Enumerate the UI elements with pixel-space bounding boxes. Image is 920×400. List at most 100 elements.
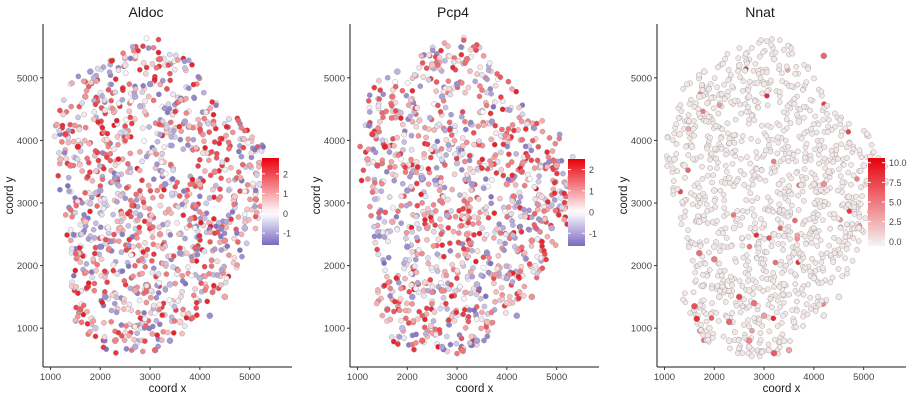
tissue-cell-point: [509, 172, 516, 179]
tissue-cell-point: [139, 125, 146, 131]
tissue-cell-point: [208, 149, 215, 155]
tissue-cell-point: [407, 97, 414, 103]
tissue-cell-point: [376, 96, 382, 102]
tissue-cell-point: [491, 280, 497, 287]
tissue-cell-point: [160, 77, 166, 84]
tissue-cell-point: [709, 219, 716, 225]
tissue-cell-point: [154, 187, 161, 194]
tissue-cell-point: [755, 104, 762, 111]
tissue-cell-point: [757, 75, 764, 81]
data-point: [221, 293, 229, 301]
tissue-cell-point: [467, 269, 474, 275]
tissue-cell-point: [256, 164, 262, 170]
tissue-cell-point: [447, 91, 454, 98]
tissue-cell-point: [780, 312, 786, 319]
tissue-cell-point: [479, 225, 485, 232]
tissue-cell-point: [526, 207, 532, 214]
tissue-cell-point: [509, 86, 515, 92]
tissue-cell-point: [463, 126, 469, 133]
x-tick-label: 5000: [546, 372, 567, 383]
tissue-cell-point: [398, 115, 404, 121]
x-tick-label: 3000: [139, 372, 160, 383]
tissue-cell-point: [517, 223, 524, 230]
data-point: [691, 303, 698, 310]
x-tick-label: 1000: [654, 372, 675, 383]
tissue-cell-point: [211, 139, 218, 145]
tissue-cell-point: [492, 99, 498, 105]
data-point: [483, 318, 491, 326]
tissue-cell-point: [448, 132, 455, 138]
data-point: [424, 224, 431, 232]
tissue-cell-point: [713, 155, 720, 162]
tissue-cell-point: [371, 84, 378, 91]
tissue-cell-point: [136, 242, 142, 249]
tissue-cell-point: [851, 211, 858, 217]
tissue-cell-point: [379, 137, 386, 144]
tissue-cell-point: [534, 201, 540, 207]
y-tick-label: 2000: [631, 261, 652, 272]
tissue-cell-point: [801, 198, 807, 204]
tissue-cell-point: [90, 75, 97, 81]
tissue-cell-point: [763, 268, 769, 275]
tissue-cell-point: [141, 138, 147, 144]
tissue-cell-point: [198, 280, 204, 286]
tissue-cell-point: [244, 206, 250, 213]
tissue-cell-point: [467, 196, 474, 203]
tissue-cell-point: [90, 226, 97, 233]
tissue-cell-point: [802, 264, 809, 271]
tissue-cell-point: [707, 165, 713, 171]
tissue-cell-point: [209, 289, 216, 296]
tissue-cell-point: [386, 194, 393, 200]
tissue-cell-point: [749, 328, 755, 334]
tissue-cell-point: [435, 102, 441, 109]
tissue-cell-point: [664, 134, 671, 141]
tissue-cell-point: [690, 156, 696, 162]
tissue-cell-point: [425, 255, 431, 261]
data-point: [381, 143, 389, 150]
tissue-cell-point: [399, 87, 406, 94]
tissue-cell-point: [539, 128, 546, 135]
tissue-cell-point: [447, 341, 454, 348]
tissue-cell-point: [171, 318, 178, 324]
data-point: [146, 80, 154, 88]
colorbar-tick-label: 7.5: [889, 178, 902, 188]
tissue-cell-point: [111, 109, 117, 116]
tissue-cell-point: [104, 137, 110, 143]
tissue-cell-point: [408, 132, 415, 139]
tissue-cell-point: [729, 310, 735, 316]
tissue-cell-point: [755, 240, 762, 247]
tissue-cell-point: [541, 216, 548, 222]
tissue-cell-point: [99, 299, 106, 306]
tissue-cell-point: [707, 134, 713, 141]
tissue-cell-point: [502, 240, 508, 247]
tissue-cell-point: [169, 190, 175, 197]
tissue-cell-point: [858, 201, 864, 207]
tissue-cell-point: [849, 258, 856, 264]
tissue-cell-point: [398, 220, 404, 226]
tissue-cell-point: [156, 301, 163, 308]
tissue-cell-point: [556, 131, 563, 138]
tissue-cell-point: [815, 121, 822, 128]
tissue-cell-point: [379, 181, 385, 187]
tissue-cell-point: [403, 235, 409, 242]
data-point: [111, 174, 119, 182]
tissue-cell-point: [786, 291, 792, 298]
data-point: [97, 243, 104, 251]
data-point: [488, 118, 496, 125]
tissue-cell-point: [444, 306, 450, 312]
tissue-cell-point: [164, 221, 171, 227]
tissue-cell-point: [393, 275, 400, 281]
tissue-cell-point: [698, 153, 704, 160]
tissue-cell-point: [126, 242, 132, 249]
tissue-cell-point: [77, 148, 84, 154]
tissue-cell-point: [737, 222, 744, 228]
tissue-cell-point: [843, 246, 850, 252]
tissue-cell-point: [549, 148, 556, 154]
data-point: [443, 212, 451, 219]
tissue-cell-point: [801, 166, 808, 172]
tissue-cell-point: [694, 180, 701, 187]
tissue-cell-point: [779, 270, 785, 276]
data-point: [696, 249, 703, 257]
tissue-cell-point: [689, 257, 696, 264]
tissue-cell-point: [704, 145, 710, 152]
